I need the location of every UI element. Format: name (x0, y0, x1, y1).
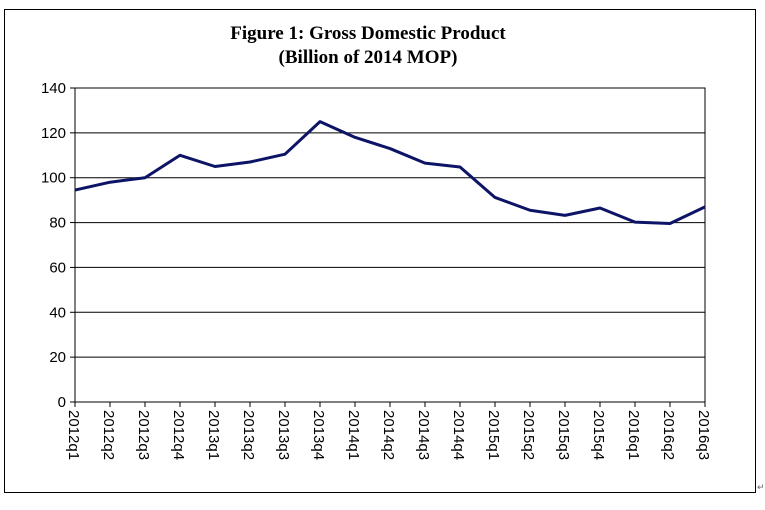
x-tick-label: 2014q1 (345, 410, 362, 460)
x-tick-label: 2013q1 (205, 410, 222, 460)
plot-area (74, 87, 706, 403)
chart-title: Figure 1: Gross Domestic Product (Billio… (0, 22, 736, 70)
x-tick-label: 2014q2 (380, 410, 397, 460)
x-tick-label: 2016q1 (625, 410, 642, 460)
gridlines (75, 132, 705, 358)
y-tick-label: 0 (58, 394, 66, 411)
x-tick-label: 2015q3 (555, 410, 572, 460)
x-tick-label: 2016q2 (660, 410, 677, 460)
return-mark-icon: ↵ (757, 483, 765, 493)
x-tick-label: 2012q1 (65, 410, 82, 460)
x-tick-label: 2015q4 (590, 410, 607, 460)
x-axis-ticks: 2012q1 2012q2 2012q3 2012q4 2013q1 2013q2 2013… (65, 402, 712, 460)
y-tick-label: 40 (49, 304, 66, 321)
chart-frame (4, 9, 756, 493)
chart-subtitle: (Billion of 2014 MOP) (278, 47, 458, 68)
y-tick-label: 120 (41, 125, 66, 142)
x-tick-label: 2012q2 (100, 410, 117, 460)
x-tick-label: 2013q2 (240, 410, 257, 460)
chart-title-line1: Figure 1: Gross Domestic Product (230, 23, 506, 44)
series-group (74, 120, 706, 225)
y-tick-label: 80 (49, 215, 66, 232)
x-tick-label: 2013q3 (275, 410, 292, 460)
x-tick-label: 2012q3 (135, 410, 152, 460)
gdp-series-line (74, 120, 706, 225)
x-tick-label: 2015q1 (485, 410, 502, 460)
x-tick-label: 2012q4 (170, 410, 187, 460)
x-tick-label: 2015q2 (520, 410, 537, 460)
y-tick-label: 20 (49, 349, 66, 366)
y-tick-label: 60 (49, 259, 66, 276)
x-tick-label: 2014q4 (450, 410, 467, 460)
x-tick-label: 2016q3 (695, 410, 712, 460)
x-tick-label: 2014q3 (415, 410, 432, 460)
y-tick-label: 100 (41, 170, 66, 187)
y-axis-ticks: 0 20 40 60 80 100 120 140 (41, 80, 75, 411)
y-tick-label: 140 (41, 80, 66, 97)
x-tick-label: 2013q4 (310, 410, 327, 460)
